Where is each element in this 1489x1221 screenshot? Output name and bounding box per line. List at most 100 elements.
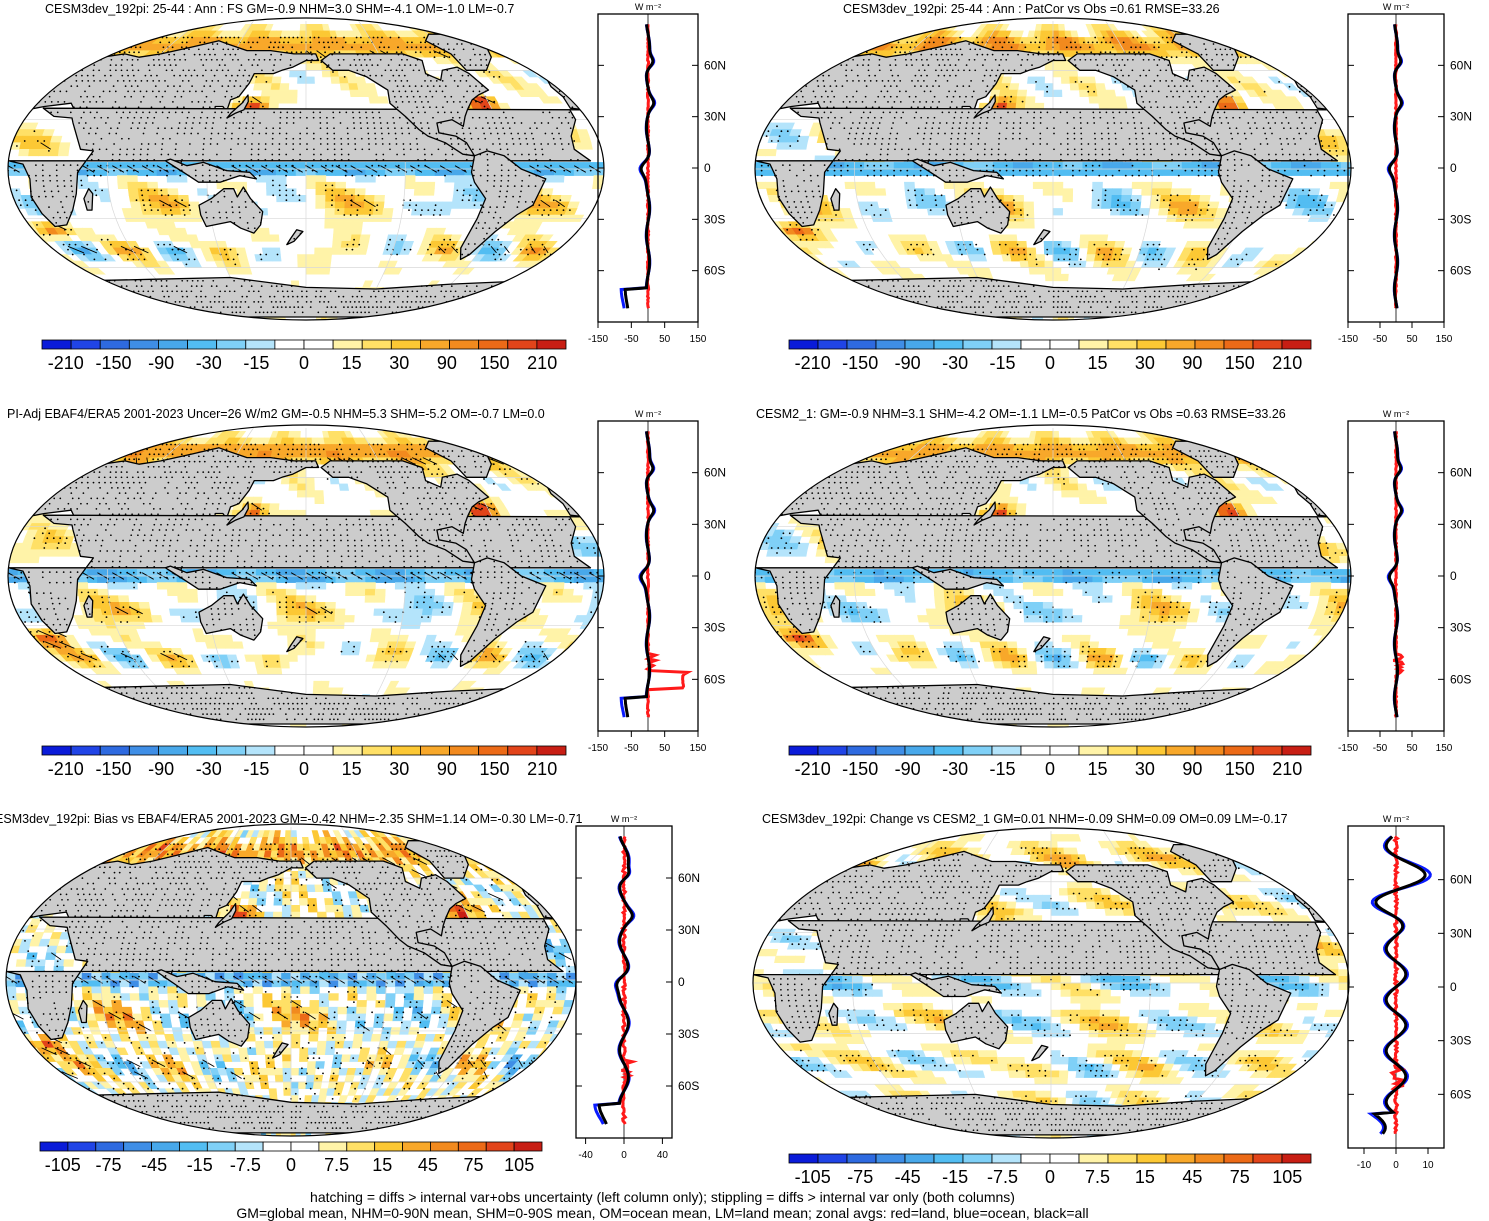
- colorbar-box: [274, 745, 305, 756]
- colorbar-box: [1252, 745, 1283, 756]
- colorbar-label: -210: [795, 759, 831, 779]
- panel-title: PI-Adj EBAF4/ERA5 2001-2023 Uncer=26 W/m…: [7, 407, 545, 421]
- colorbar-box: [318, 1141, 348, 1152]
- colorbar-box: [962, 1153, 993, 1164]
- zonal-average-plot: W m⁻² 60N 30N 0 30S 60S -40 0 40: [575, 814, 700, 1161]
- colorbar-box: [332, 339, 363, 350]
- colorbar-box: [513, 1141, 543, 1152]
- colorbar-label: -105: [795, 1167, 831, 1187]
- robinson-map: [754, 424, 1352, 728]
- colorbar-label: 15: [1135, 1167, 1155, 1187]
- lat-tick-label: 60S: [1450, 672, 1471, 686]
- colorbar-box: [274, 339, 305, 350]
- colorbar-label: -90: [895, 759, 921, 779]
- colorbar-box: [817, 745, 848, 756]
- colorbar-label: 0: [286, 1155, 296, 1175]
- colorbar-box: [1136, 745, 1167, 756]
- zonal-tick-label: -50: [1373, 334, 1388, 345]
- colorbar-box: [95, 1141, 125, 1152]
- colorbar-label: -210: [48, 759, 84, 779]
- zonal-unit-label: W m⁻²: [635, 2, 661, 12]
- colorbar-label: 0: [1045, 759, 1055, 779]
- zonal-average-plot: W m⁻² 60N 30N 0 30S 60S -150 -50 50 150: [1338, 409, 1472, 754]
- colorbar-label: -150: [95, 353, 131, 373]
- zonal-tick-label: 150: [1436, 334, 1453, 345]
- colorbar-box: [420, 339, 450, 350]
- panel-fs-cesm3dev: CESM3dev_192pi: 25-44 : Ann : FS GM=-0.9…: [0, 0, 745, 405]
- colorbar-label: 210: [527, 353, 557, 373]
- colorbar-box: [390, 745, 421, 756]
- colorbar-box: [151, 1141, 180, 1152]
- colorbar-label: 0: [299, 353, 309, 373]
- colorbar-box: [933, 1153, 964, 1164]
- colorbar-label: 90: [1182, 759, 1202, 779]
- colorbar-label: 30: [1135, 353, 1155, 373]
- colorbar: -105 -75 -45 -15 -7.5 0 7.5 15 45 75 105: [39, 1141, 543, 1175]
- lat-tick-label: 60N: [1450, 58, 1472, 72]
- zonal-all-curve: [623, 431, 656, 718]
- zonal-tick-label: 150: [690, 743, 707, 754]
- lat-tick-label: 60N: [1450, 873, 1472, 887]
- colorbar-box: [1078, 1153, 1109, 1164]
- colorbar-label: 75: [463, 1155, 483, 1175]
- lat-tick-label: 30N: [678, 923, 700, 937]
- colorbar-label: -15: [243, 759, 269, 779]
- colorbar-box: [1194, 339, 1225, 350]
- zonal-average-plot: W m⁻² 60N 30N 0 30S 60S -150 -50 50 150: [1338, 2, 1472, 345]
- colorbar-label: 15: [1087, 353, 1107, 373]
- lat-tick-label: 30S: [1450, 1034, 1471, 1048]
- colorbar-label: 105: [504, 1155, 534, 1175]
- lat-tick-label: 30N: [704, 110, 726, 124]
- colorbar-box: [390, 339, 421, 350]
- lat-tick-label: 30N: [1450, 926, 1472, 940]
- colorbar-label: -210: [795, 353, 831, 373]
- colorbar-box: [904, 1153, 935, 1164]
- lat-tick-label: 0: [1450, 569, 1457, 583]
- colorbar-box: [206, 1141, 236, 1152]
- colorbar-label: 150: [479, 759, 509, 779]
- zonal-tick-label: 50: [1406, 743, 1418, 754]
- colorbar-box: [788, 1153, 819, 1164]
- panel-change: CESM3dev_192pi: Change vs CESM2_1 GM=0.0…: [745, 810, 1489, 1215]
- colorbar-label: -150: [842, 353, 878, 373]
- colorbar-label: 15: [1087, 759, 1107, 779]
- colorbar-box: [158, 339, 188, 350]
- colorbar-box: [788, 339, 819, 350]
- lat-tick-label: 30N: [1450, 517, 1472, 531]
- colorbar-box: [374, 1141, 403, 1152]
- panel-title: CESM3dev_192pi: Change vs CESM2_1 GM=0.0…: [762, 812, 1288, 826]
- colorbar-box: [187, 745, 218, 756]
- colorbar-label: -75: [95, 1155, 121, 1175]
- footer-note-abbreviations: GM=global mean, NHM=0-90N mean, SHM=0-90…: [0, 1205, 1407, 1221]
- colorbar-box: [817, 339, 848, 350]
- colorbar-box: [67, 1141, 97, 1152]
- colorbar-box: [346, 1141, 376, 1152]
- colorbar-box: [1020, 339, 1051, 350]
- colorbar-label: -210: [48, 353, 84, 373]
- colorbar-box: [402, 1141, 431, 1152]
- zonal-all-curve: [623, 24, 656, 309]
- colorbar-box: [303, 339, 334, 350]
- colorbar-box: [933, 745, 964, 756]
- colorbar-box: [332, 745, 363, 756]
- zonal-tick-label: 40: [657, 1150, 669, 1161]
- map-border: [752, 827, 1350, 1139]
- lat-tick-label: 30S: [1450, 212, 1471, 226]
- zonal-tick-label: 0: [1393, 1160, 1399, 1170]
- colorbar-box: [1252, 339, 1283, 350]
- panel-title: CESM3dev_192pi: 25-44 : Ann : FS GM=-0.9…: [45, 2, 514, 16]
- colorbar-label: -150: [842, 759, 878, 779]
- zonal-tick-label: -150: [588, 334, 608, 345]
- land-mask: [6, 840, 564, 1134]
- colorbar-box: [158, 745, 188, 756]
- colorbar-box: [1165, 1153, 1196, 1164]
- colorbar-label: 7.5: [1085, 1167, 1110, 1187]
- zonal-tick-label: 50: [659, 743, 671, 754]
- colorbar-box: [1281, 339, 1312, 350]
- colorbar-box: [99, 339, 130, 350]
- robinson-map: [752, 827, 1350, 1139]
- colorbar-box: [1020, 1153, 1051, 1164]
- lat-tick-label: 30N: [704, 517, 726, 531]
- colorbar-box: [536, 745, 567, 756]
- colorbar-box: [1281, 745, 1312, 756]
